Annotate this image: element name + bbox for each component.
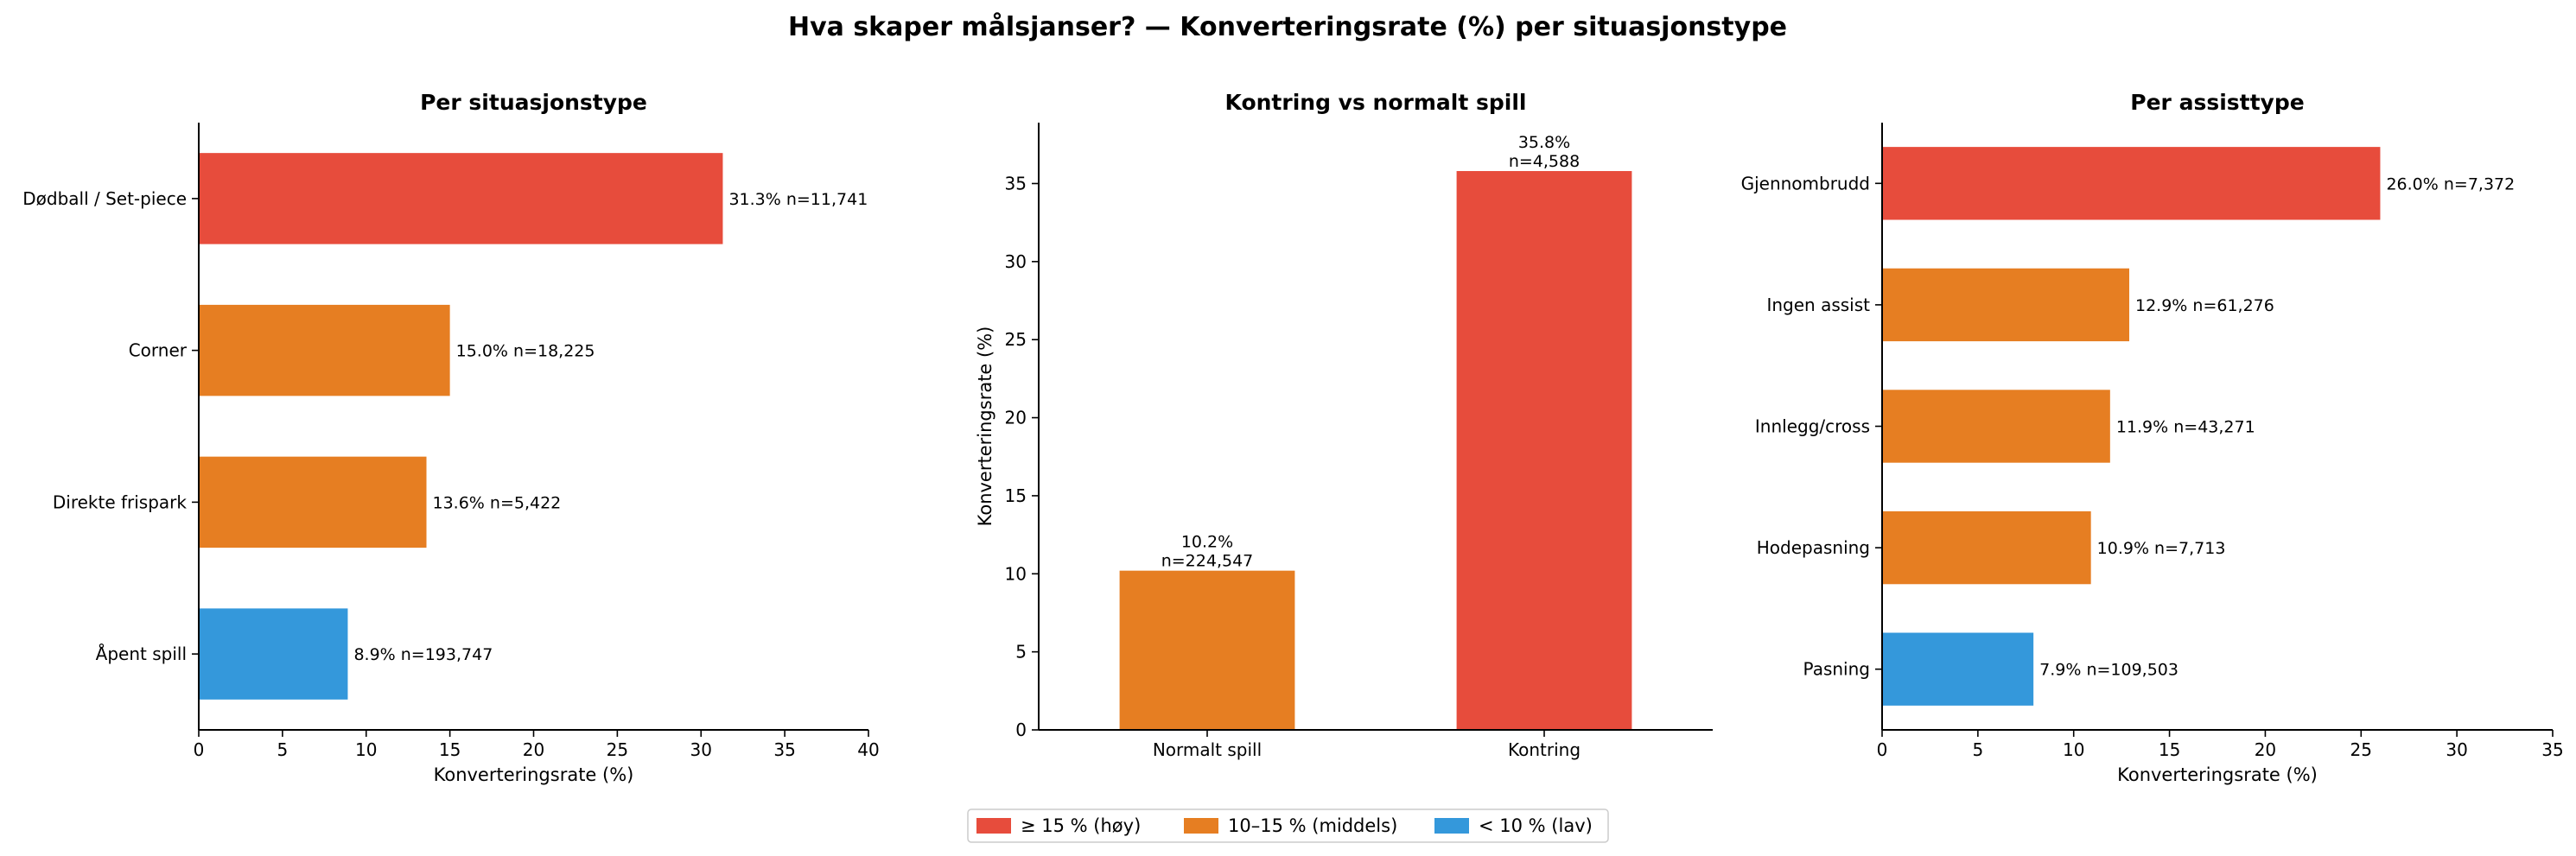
- data-label: 7.9% n=109,503: [2039, 661, 2178, 680]
- x-tick-label: 30: [690, 739, 712, 760]
- x-tick-label: 5: [277, 739, 289, 760]
- x-tick-label: Normalt spill: [1153, 739, 1262, 760]
- y-tick-label: Åpent spill: [96, 644, 187, 664]
- bar: [1119, 570, 1295, 730]
- legend-swatch: [1184, 818, 1218, 834]
- data-label-rate: 10.2%: [1181, 533, 1233, 552]
- bar: [199, 608, 348, 700]
- data-label-rate: 35.8%: [1518, 133, 1570, 152]
- x-tick-label: 15: [439, 739, 461, 760]
- chart-per-assisttype: Per assisttype Gjennombrudd 26.0% n=7,372 I…: [1741, 90, 2564, 785]
- y-tick-label: Pasning: [1803, 659, 1870, 680]
- x-tick-label: 20: [2255, 739, 2276, 760]
- bar: [1882, 147, 2381, 220]
- y-tick-label: 20: [1005, 408, 1027, 428]
- y-tick-label: Hodepasning: [1757, 537, 1870, 558]
- figure-title: Hva skaper målsjanser? — Konverteringsra…: [788, 11, 1787, 42]
- x-tick-label: 35: [2541, 739, 2563, 760]
- y-tick-label: 10: [1005, 563, 1027, 584]
- y-tick-label: 0: [1015, 720, 1027, 740]
- bar: [199, 456, 427, 548]
- data-label: 26.0% n=7,372: [2386, 174, 2515, 193]
- data-label: 31.3% n=11,741: [728, 190, 868, 209]
- y-tick-label: 5: [1015, 642, 1027, 663]
- axes-title: Per situasjonstype: [420, 90, 647, 115]
- x-axis-label: Konverteringsrate (%): [434, 764, 634, 785]
- x-tick-label: Kontring: [1508, 739, 1581, 760]
- data-label: 13.6% n=5,422: [433, 493, 562, 512]
- y-tick-label: 25: [1005, 329, 1027, 350]
- x-tick-label: 10: [355, 739, 377, 760]
- y-tick-label: Innlegg/cross: [1755, 416, 1870, 437]
- legend-swatch: [976, 818, 1011, 834]
- y-axis-label: Konverteringsrate (%): [975, 327, 995, 527]
- x-tick-label: 10: [2063, 739, 2084, 760]
- x-tick-label: 5: [1972, 739, 1983, 760]
- bar: [1882, 510, 2091, 585]
- bar: [1882, 390, 2110, 463]
- x-tick-label: 35: [773, 739, 795, 760]
- legend-label: ≥ 15 % (høy): [1021, 815, 1141, 836]
- legend: ≥ 15 % (høy) 10–15 % (middels) < 10 % (lav…: [967, 808, 1609, 843]
- legend-swatch: [1434, 818, 1469, 834]
- bar: [199, 153, 723, 244]
- bar: [199, 304, 450, 396]
- y-tick-label: Ingen assist: [1766, 295, 1870, 315]
- y-tick-label: Dødball / Set-piece: [22, 188, 187, 209]
- data-label: 12.9% n=61,276: [2135, 296, 2274, 315]
- data-label: 8.9% n=193,747: [353, 645, 493, 664]
- data-label: 10.9% n=7,713: [2097, 539, 2226, 558]
- bar: [1882, 268, 2130, 342]
- x-tick-label: 15: [2159, 739, 2180, 760]
- chart-per-situasjonstype: Per situasjonstype Dødball / Set-piece 31.…: [22, 90, 879, 785]
- y-tick-label: 35: [1005, 173, 1027, 193]
- x-tick-label: 40: [857, 739, 879, 760]
- axes-title: Per assisttype: [2130, 90, 2304, 115]
- x-tick-label: 0: [194, 739, 205, 760]
- bar: [1456, 171, 1632, 730]
- x-tick-label: 0: [1877, 739, 1888, 760]
- x-tick-label: 25: [607, 739, 628, 760]
- axes-title: Kontring vs normalt spill: [1225, 90, 1527, 115]
- legend-frame: [967, 808, 1609, 843]
- data-label-count: n=224,547: [1161, 552, 1254, 571]
- data-label-count: n=4,588: [1509, 152, 1580, 171]
- bar: [1882, 632, 2034, 706]
- x-tick-label: 20: [523, 739, 544, 760]
- y-tick-label: Gjennombrudd: [1741, 173, 1870, 193]
- x-tick-label: 25: [2350, 739, 2372, 760]
- x-tick-label: 30: [2446, 739, 2467, 760]
- y-tick-label: 30: [1005, 251, 1027, 272]
- x-axis-label: Konverteringsrate (%): [2117, 764, 2318, 785]
- y-tick-label: 15: [1005, 485, 1027, 506]
- legend-label: 10–15 % (middels): [1228, 815, 1397, 836]
- legend-label: < 10 % (lav): [1479, 815, 1593, 836]
- y-tick-label: Corner: [129, 340, 188, 361]
- data-label: 15.0% n=18,225: [456, 342, 595, 361]
- y-tick-label: Direkte frispark: [53, 491, 188, 512]
- data-label: 11.9% n=43,271: [2116, 418, 2255, 437]
- chart-kontring-vs-normalt-spill: Kontring vs normalt spill Normalt spill 10…: [975, 90, 1713, 760]
